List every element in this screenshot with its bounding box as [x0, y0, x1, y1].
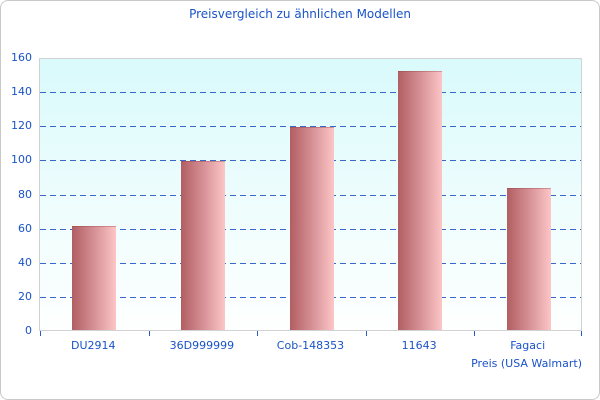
y-tick-label-80: 80 — [18, 187, 32, 201]
x-tick — [474, 331, 476, 336]
bar-36D999999 — [180, 161, 225, 330]
y-tick-label-60: 60 — [18, 221, 32, 235]
bar-DU2914 — [72, 226, 117, 330]
chart-title: Preisvergleich zu ähnlichen Modellen — [189, 7, 411, 21]
gridline-120 — [40, 126, 581, 128]
gridline-140 — [40, 92, 581, 94]
x-tick — [40, 331, 41, 336]
bar-Fagaci — [506, 188, 551, 330]
y-tick-label-0: 0 — [25, 324, 32, 337]
y-tick-label-120: 120 — [11, 119, 32, 133]
plot-area — [39, 58, 582, 336]
x-tick — [365, 331, 367, 336]
x-axis-title: Preis (USA Walmart) — [471, 357, 582, 370]
category-label-Fagaci: Fagaci — [510, 339, 546, 352]
y-tick-label-160: 160 — [11, 51, 32, 64]
y-tick-label-140: 140 — [11, 85, 32, 99]
y-tick-label-40: 40 — [18, 255, 32, 269]
bar-11643 — [398, 71, 443, 330]
bar-Cob-148353 — [289, 127, 334, 330]
x-tick — [148, 331, 150, 336]
x-tick — [257, 331, 259, 336]
x-axis-labels: DU2914 36D999999 Cob-148353 11643 Fagaci — [39, 339, 582, 355]
category-label-Cob-148353: Cob-148353 — [276, 339, 345, 352]
y-tick-label-100: 100 — [11, 153, 32, 167]
category-label-DU2914: DU2914 — [71, 339, 116, 352]
x-tick — [581, 331, 582, 336]
y-tick-label-20: 20 — [18, 289, 32, 303]
category-label-11643: 11643 — [401, 339, 437, 352]
category-label-36D999999: 36D999999 — [169, 339, 235, 352]
y-axis-labels: 0 20 40 60 80 100 120 140 160 — [1, 51, 32, 337]
